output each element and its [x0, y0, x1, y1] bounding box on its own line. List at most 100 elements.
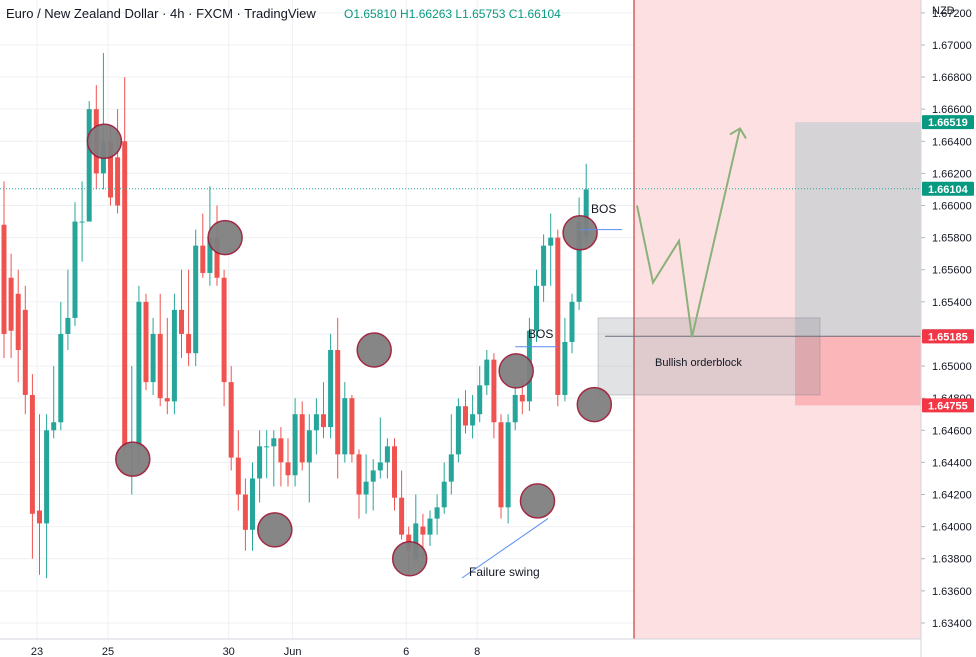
candle-body: [455, 406, 461, 455]
candle-body: [448, 454, 454, 482]
price-tick-label: 1.64000: [932, 522, 972, 534]
swing-marker: [562, 215, 598, 251]
candle-body: [86, 109, 92, 222]
candle-body: [228, 382, 234, 458]
price-tick-label: 1.67200: [932, 8, 972, 20]
candle-body: [257, 446, 263, 479]
price-tick-label: 1.64400: [932, 457, 972, 469]
ohlc-readout: O1.65810 H1.66263 L1.65753 C1.66104: [344, 7, 561, 21]
price-tick-label: 1.63600: [932, 586, 972, 598]
price-tag: [922, 181, 974, 196]
candle-body: [29, 394, 35, 514]
candle-body: [413, 523, 419, 559]
price-tag: [922, 329, 974, 344]
failure-swing-label: Failure swing: [469, 565, 540, 579]
candle-body: [335, 350, 341, 455]
swing-markers: [86, 123, 613, 577]
candle-body: [583, 189, 589, 237]
candle-body: [420, 526, 426, 535]
candle-body: [434, 507, 440, 519]
swing-marker: [207, 219, 243, 256]
orderblock-label: Bullish orderblock: [655, 357, 742, 369]
currency-label: NZD: [932, 5, 955, 17]
candle-body: [221, 277, 227, 383]
chart-title: Euro / New Zealand Dollar · 4h · FXCM · …: [6, 6, 316, 21]
price-tag-label: 1.65185: [928, 331, 968, 343]
time-tick-label: 25: [102, 646, 114, 657]
candle-body: [370, 470, 376, 482]
candle-body: [193, 245, 199, 354]
candle-body: [179, 309, 184, 334]
candle-body: [363, 481, 369, 495]
time-tick-label: 8: [474, 646, 480, 657]
candle-body: [164, 398, 170, 402]
price-tick-label: 1.66800: [932, 72, 972, 84]
candle-body: [477, 385, 483, 415]
candle-body: [470, 414, 476, 426]
bos-label-lower: BOS: [528, 327, 553, 341]
candle-body: [157, 333, 163, 399]
candle-body: [377, 462, 383, 471]
candle-body: [108, 141, 113, 198]
candle-body: [498, 422, 504, 508]
candle-body: [534, 285, 539, 331]
candle-body: [512, 394, 518, 423]
annotation-lines: [0, 127, 921, 579]
candle-body: [65, 317, 71, 334]
time-tick-label: 23: [31, 646, 43, 657]
price-tick-label: 1.66400: [932, 136, 972, 148]
candle-body: [171, 309, 177, 402]
swing-marker: [86, 123, 123, 160]
zones: [597, 0, 921, 639]
candle-body: [235, 457, 241, 495]
candle-body: [186, 333, 192, 354]
price-tick-label: 1.64600: [932, 425, 972, 437]
candle-body: [399, 497, 405, 535]
candle-body: [150, 333, 156, 383]
price-axis: 1.67200 1.67000 1.66800 1.66600 1.66400 1.662…: [920, 0, 972, 657]
time-tick-label: Jun: [284, 646, 302, 657]
candle-body: [576, 221, 582, 302]
price-tag-label: 1.64755: [928, 400, 968, 412]
candle-body: [8, 277, 14, 331]
bos-label-upper: BOS: [591, 202, 616, 216]
candle-body: [143, 301, 149, 383]
candle-body: [115, 157, 121, 206]
candle-body: [392, 446, 397, 498]
candle-body: [306, 430, 312, 463]
candle-body: [136, 301, 142, 447]
failure-swing-line: [461, 518, 549, 579]
price-tick-label: 1.66200: [932, 168, 972, 180]
price-tag: [922, 115, 974, 130]
candle-body: [484, 359, 490, 386]
price-tag: [922, 398, 974, 413]
swing-marker: [356, 332, 392, 368]
swing-marker: [519, 483, 556, 519]
stop-zone: [795, 336, 921, 406]
candle-body: [342, 398, 348, 455]
candle-body: [44, 430, 50, 524]
candle-body: [51, 422, 57, 431]
swing-marker: [115, 441, 151, 477]
candle-body: [264, 446, 270, 448]
candle-body: [22, 309, 28, 395]
price-tick-label: 1.63400: [932, 618, 972, 630]
candle-body: [569, 301, 575, 342]
candle-body: [207, 237, 213, 273]
price-tick-label: 1.65600: [932, 265, 972, 277]
candle-body: [242, 494, 248, 530]
candle-body: [15, 293, 21, 351]
price-tick-label: 1.66000: [932, 201, 972, 213]
price-tag-label: 1.66104: [928, 184, 969, 196]
candle-body: [321, 414, 326, 428]
time-tick-label: 30: [223, 646, 235, 657]
candle-body: [271, 438, 277, 447]
candle-body: [548, 237, 554, 246]
candle-body: [292, 414, 298, 476]
price-tick-label: 1.65000: [932, 361, 972, 373]
candle-body: [427, 518, 433, 535]
candle-body: [299, 414, 305, 463]
candle-body: [58, 333, 64, 423]
